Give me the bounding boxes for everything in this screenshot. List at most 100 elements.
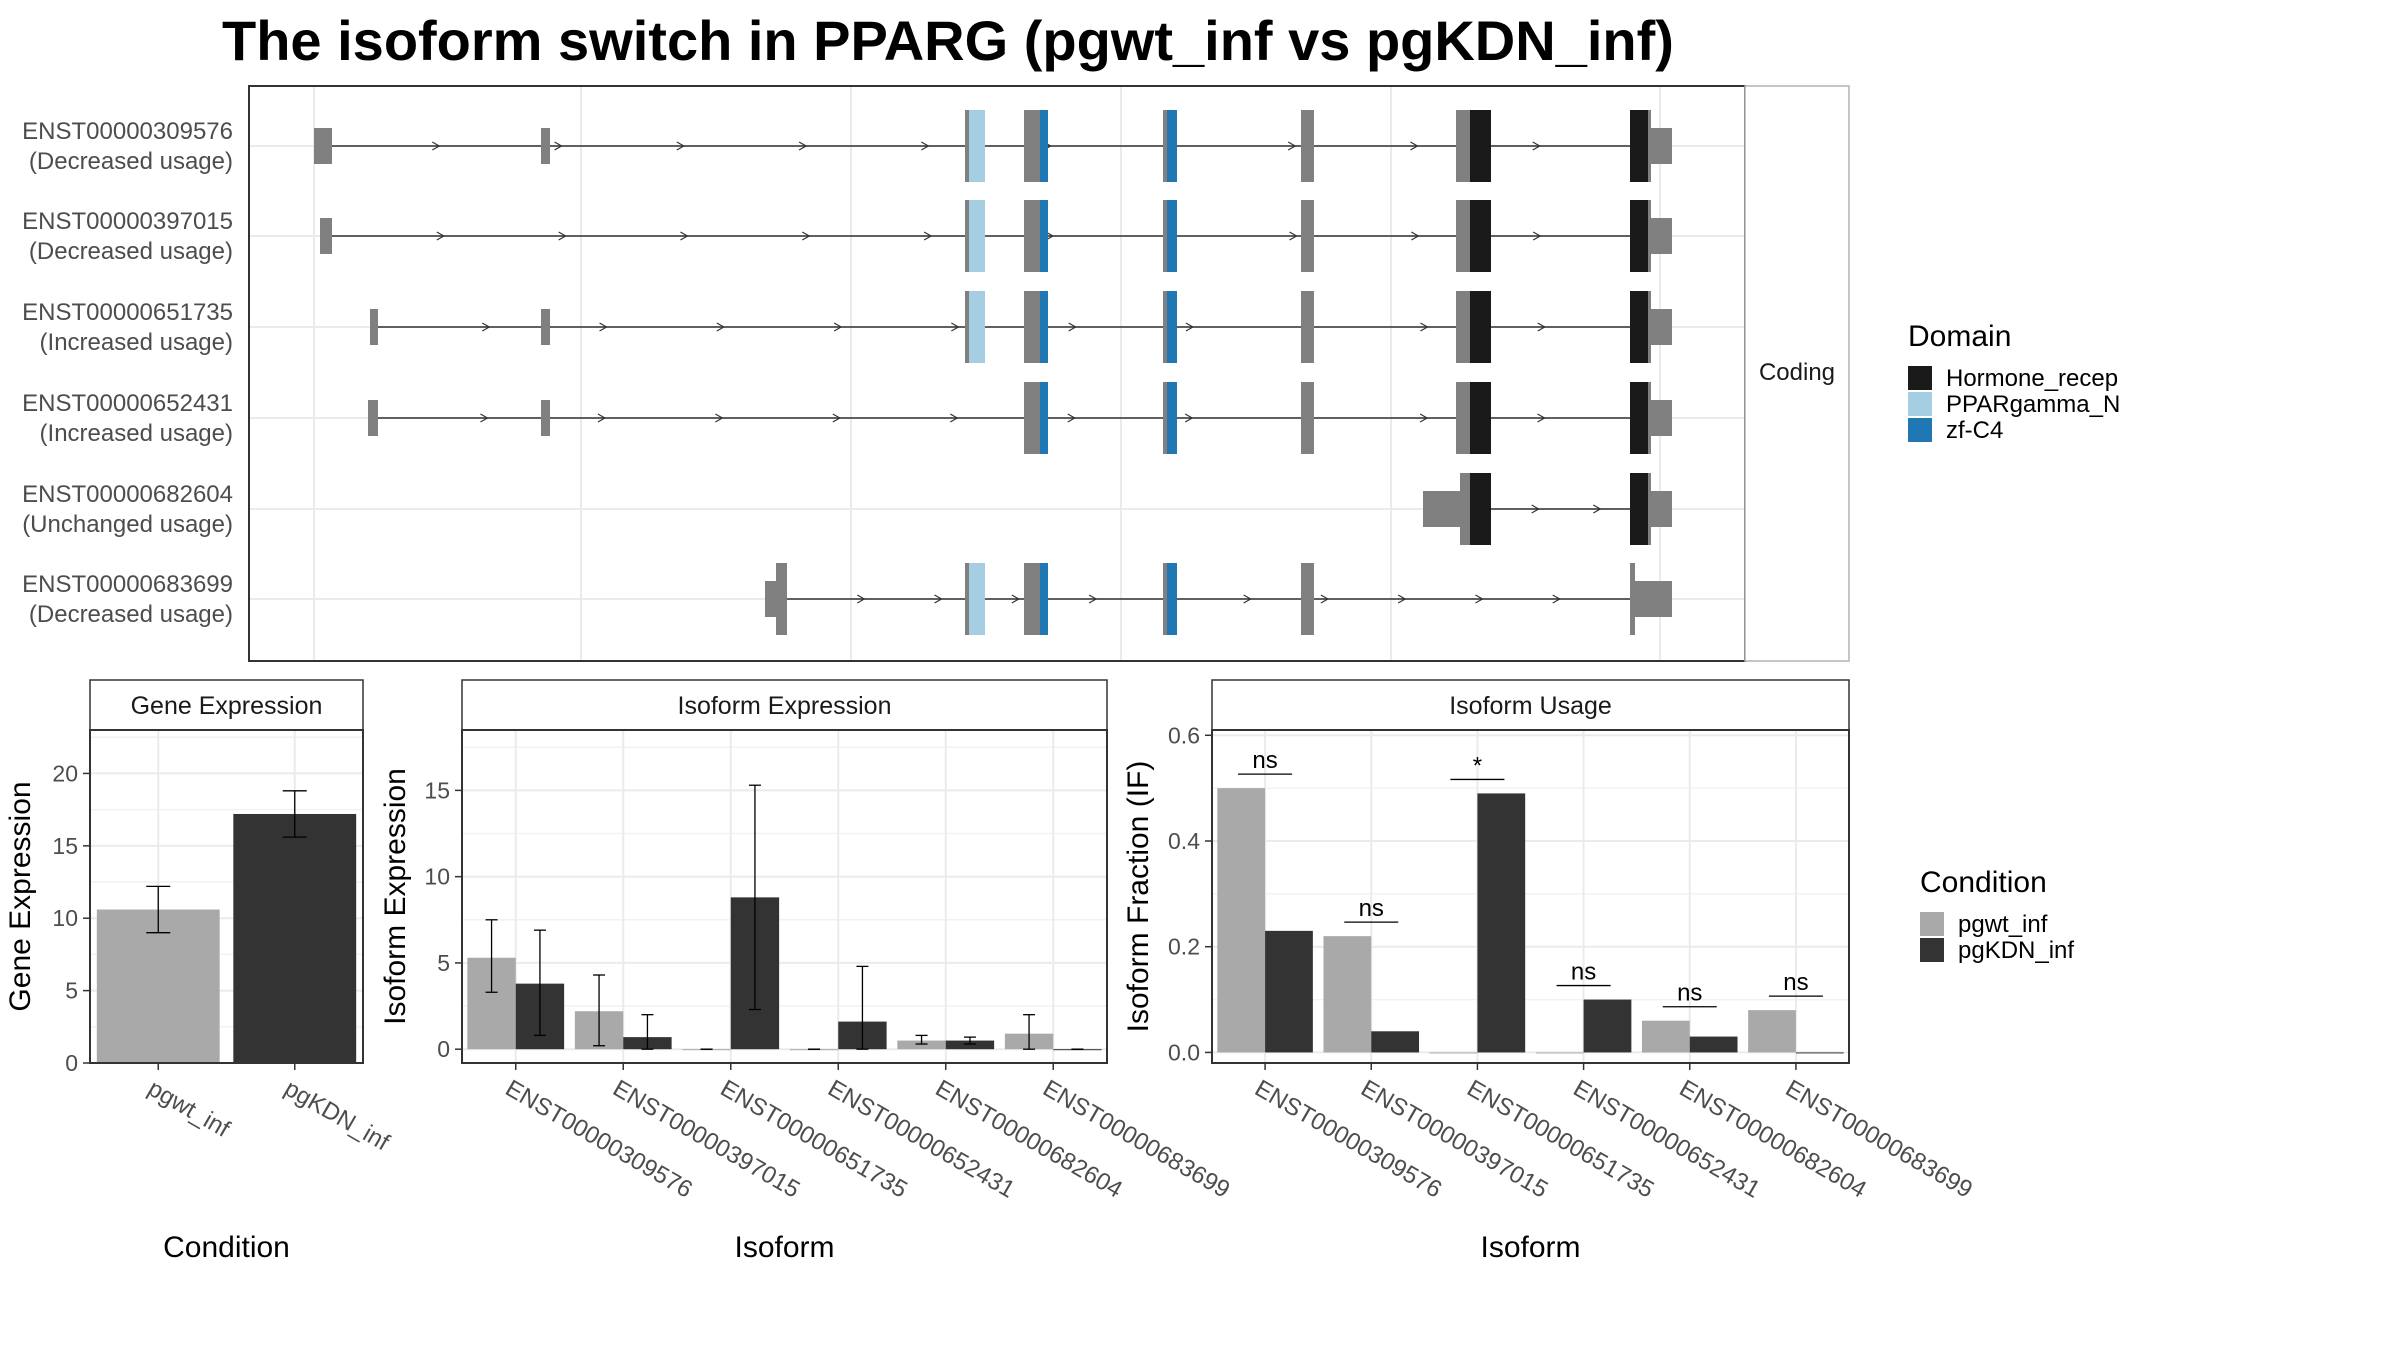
significance-label: ns xyxy=(1252,747,1277,774)
domain-legend-label: Hormone_recep xyxy=(1946,365,2118,392)
exon xyxy=(1301,291,1314,363)
significance-label: ns xyxy=(1677,980,1702,1007)
y-tick-label: 0 xyxy=(437,1036,450,1062)
direction-arrow xyxy=(1531,504,1540,514)
panel-strip xyxy=(1211,679,1850,731)
exon xyxy=(1651,128,1672,164)
direction-arrow xyxy=(934,594,943,604)
zf-c4-domain xyxy=(1167,382,1177,454)
domain-legend-label: zf-C4 xyxy=(1946,417,2003,444)
x-axis-title: Isoform xyxy=(734,1231,834,1264)
y-tick-label: 0.0 xyxy=(1168,1039,1200,1065)
direction-arrow xyxy=(1397,594,1407,604)
page-title: The isoform switch in PPARG (pgwt_inf vs… xyxy=(222,9,1674,72)
transcript-id-label: ENST00000397015 xyxy=(22,208,233,235)
direction-arrow xyxy=(1411,231,1420,241)
x-tick-label: ENST00000309576 xyxy=(501,1075,697,1204)
significance-label: ns xyxy=(1571,959,1596,986)
bar xyxy=(1641,1020,1690,1053)
domain-legend-swatch xyxy=(1908,366,1932,390)
zf-c4-domain xyxy=(1040,382,1048,454)
direction-arrow xyxy=(1537,413,1546,423)
exon xyxy=(370,309,378,345)
x-tick-label: ENST00000651735 xyxy=(1462,1075,1658,1204)
hormone-recep-domain xyxy=(1630,473,1648,545)
direction-arrow xyxy=(833,322,843,332)
transcript-usage-label: (Increased usage) xyxy=(40,420,233,447)
panel-strip-title: Gene Expression xyxy=(131,692,323,720)
direction-arrow xyxy=(801,231,811,241)
direction-arrow xyxy=(1067,413,1076,423)
direction-arrow xyxy=(1552,594,1561,604)
direction-arrow xyxy=(1532,231,1542,241)
x-axis-title: Isoform xyxy=(1480,1231,1580,1264)
direction-arrow xyxy=(1420,322,1429,332)
zf-c4-domain xyxy=(1167,291,1177,363)
exon xyxy=(965,563,972,635)
condition-legend-label: pgwt_inf xyxy=(1958,911,2048,938)
direction-arrow xyxy=(715,413,724,423)
transcript-id-label: ENST00000682604 xyxy=(22,481,233,508)
y-tick-label: 20 xyxy=(52,760,78,786)
direction-arrow xyxy=(716,322,726,332)
condition-legend-swatch xyxy=(1920,912,1944,936)
y-tick-label: 15 xyxy=(424,777,450,803)
x-tick-label: ENST00000309576 xyxy=(1250,1075,1446,1204)
transcript-usage-label: (Decreased usage) xyxy=(29,148,233,175)
exon xyxy=(314,128,332,164)
bar xyxy=(1795,1052,1844,1054)
hormone-recep-domain xyxy=(1630,200,1648,272)
direction-arrow xyxy=(798,141,808,151)
hormone-recep-domain xyxy=(1630,382,1648,454)
panel-strip xyxy=(461,679,1108,731)
bar xyxy=(945,1040,995,1050)
x-axis-title: Condition xyxy=(163,1231,290,1264)
coding-strip-label: Coding xyxy=(1759,359,1835,386)
coding-strip xyxy=(1744,85,1850,662)
direction-arrow xyxy=(1593,504,1602,514)
direction-arrow xyxy=(856,594,866,604)
transcript-id-label: ENST00000651735 xyxy=(22,299,233,326)
y-tick-label: 5 xyxy=(65,978,78,1004)
hormone-recep-domain xyxy=(1630,291,1648,363)
direction-arrow xyxy=(921,141,930,151)
x-tick-label: ENST00000652431 xyxy=(823,1075,1019,1204)
bar xyxy=(1371,1031,1420,1053)
transcript-id-label: ENST00000652431 xyxy=(22,390,233,417)
bar xyxy=(96,909,220,1063)
ppargamma-n-domain xyxy=(969,291,985,363)
domain-legend-title: Domain xyxy=(1908,320,2011,353)
x-tick-label: ENST00000651735 xyxy=(716,1075,912,1204)
y-axis-title: Isoform Fraction (IF) xyxy=(1122,761,1155,1033)
hormone-recep-domain xyxy=(1470,200,1491,272)
direction-arrow xyxy=(1532,141,1541,151)
direction-arrow xyxy=(481,322,491,332)
domain-legend-swatch xyxy=(1908,418,1932,442)
transcript-id-label: ENST00000683699 xyxy=(22,571,233,598)
ppargamma-n-domain xyxy=(969,200,985,272)
x-tick-label: pgKDN_inf xyxy=(280,1075,394,1157)
condition-legend-swatch xyxy=(1920,938,1944,962)
exon xyxy=(1301,382,1314,454)
zf-c4-domain xyxy=(1167,110,1177,182)
y-tick-label: 5 xyxy=(437,950,450,976)
structure-panel-border xyxy=(248,85,1746,662)
x-tick-label: ENST00000652431 xyxy=(1569,1075,1765,1204)
zf-c4-domain xyxy=(1040,291,1048,363)
direction-arrow xyxy=(949,413,959,423)
x-tick-label: ENST00000682604 xyxy=(1675,1075,1871,1204)
exon xyxy=(541,309,550,345)
transcript-model-5 xyxy=(1423,473,1672,545)
bar xyxy=(1323,936,1372,1053)
chart-panel-3: Isoform Usage ns ns * ns ns ns 0.0 0.2 0.4 0.6 ENST… xyxy=(1122,679,1977,1264)
direction-arrow xyxy=(480,413,489,423)
zf-c4-domain xyxy=(1040,110,1048,182)
exon xyxy=(1651,309,1672,345)
exon xyxy=(1651,218,1672,254)
bar xyxy=(1265,930,1313,1053)
exon xyxy=(965,200,972,272)
chart-panel-1: Gene Expression 0 5 10 15 20 pgwt_inf pgKDN_inf… xyxy=(4,679,394,1264)
bar xyxy=(233,813,357,1063)
transcript-model-2 xyxy=(320,200,1672,272)
hormone-recep-domain xyxy=(1470,110,1491,182)
